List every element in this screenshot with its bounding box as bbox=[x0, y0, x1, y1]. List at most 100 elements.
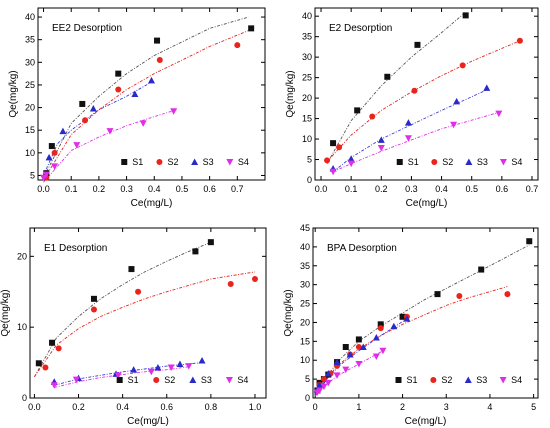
legend-marker-s2 bbox=[431, 159, 438, 165]
legend-label: S3 bbox=[477, 157, 488, 167]
legend-marker-s1 bbox=[396, 159, 403, 165]
legend-marker-s2 bbox=[153, 377, 160, 383]
chart-panel-2: 0.0 0.1 0.2 0.3 0.4 0.5 0.6 0.7 0 5 10 15 20 25 30 35 40… bbox=[285, 7, 539, 209]
x-tick-label: 0.0 bbox=[315, 184, 328, 194]
y-tick-label: 35 bbox=[300, 261, 310, 271]
data-point-s1 bbox=[355, 336, 362, 343]
data-point-s3 bbox=[404, 119, 412, 126]
legend-label: S4 bbox=[511, 157, 522, 167]
data-point-s1 bbox=[128, 266, 135, 273]
data-point-s2 bbox=[324, 157, 331, 164]
legend-marker-s4 bbox=[499, 159, 507, 166]
x-tick-label: 2 bbox=[400, 402, 405, 412]
y-tick-label: 40 bbox=[300, 242, 310, 252]
data-point-s4 bbox=[347, 160, 355, 168]
legend-marker-s2 bbox=[430, 377, 437, 383]
x-axis-label: Ce(mg/L) bbox=[406, 198, 448, 209]
chart-panel-4: 0 1 2 3 4 5051015202530354045Ce(mg/L)Qe(mg/kg… bbox=[283, 223, 539, 427]
x-tick-label: 0.7 bbox=[526, 184, 539, 194]
y-tick-label: 15 bbox=[300, 336, 310, 346]
y-tick-label: 10 bbox=[17, 322, 27, 332]
x-tick-label: 0.2 bbox=[375, 184, 388, 194]
x-tick-label: 0.6 bbox=[160, 402, 173, 412]
data-point-s3 bbox=[359, 343, 367, 350]
fit-curve-s1 bbox=[34, 241, 212, 378]
data-point-s3 bbox=[333, 358, 341, 366]
data-point-s2 bbox=[51, 149, 58, 156]
fit-curve-s1 bbox=[43, 16, 249, 178]
data-point-s4 bbox=[40, 174, 48, 182]
data-point-s1 bbox=[48, 143, 55, 150]
data-point-s1 bbox=[192, 248, 199, 255]
legend-label: S2 bbox=[441, 375, 452, 385]
chart-title: E2 Desorption bbox=[329, 23, 392, 34]
data-point-s4 bbox=[50, 382, 58, 389]
data-point-s4 bbox=[355, 361, 363, 368]
data-point-s4 bbox=[170, 108, 178, 115]
data-point-s4 bbox=[114, 372, 122, 379]
legend-marker-s2 bbox=[156, 159, 163, 165]
data-point-s3 bbox=[154, 364, 162, 371]
x-tick-label: 1 bbox=[356, 402, 361, 412]
x-axis-label: Ce(mg/L) bbox=[131, 198, 173, 209]
legend-marker-s1 bbox=[116, 377, 123, 383]
y-tick-label: 5 bbox=[307, 155, 312, 165]
data-point-s4 bbox=[185, 363, 193, 370]
plot-frame bbox=[314, 7, 539, 181]
data-point-s1 bbox=[354, 107, 361, 114]
x-tick-label: 0.6 bbox=[496, 184, 509, 194]
data-point-s1 bbox=[434, 291, 441, 298]
data-point-s2 bbox=[115, 86, 122, 93]
x-tick-label: 0.0 bbox=[37, 184, 50, 194]
legend-marker-s3 bbox=[189, 376, 197, 383]
data-point-s3 bbox=[403, 315, 411, 322]
y-axis-label: Qe(mg/kg) bbox=[283, 289, 294, 336]
data-point-s3 bbox=[346, 351, 354, 358]
fit-curve-s1 bbox=[314, 244, 530, 397]
y-tick-label: 20 bbox=[302, 93, 312, 103]
fit-curve-s4 bbox=[54, 366, 189, 388]
y-tick-label: 10 bbox=[300, 355, 310, 365]
x-tick-label: 0.5 bbox=[176, 184, 189, 194]
legend-label: S1 bbox=[128, 375, 139, 385]
y-tick-label: 0 bbox=[22, 393, 27, 403]
data-point-s3 bbox=[130, 366, 138, 373]
data-point-s2 bbox=[377, 325, 384, 332]
data-point-s2 bbox=[42, 364, 49, 371]
x-tick-label: 0.1 bbox=[345, 184, 358, 194]
fit-curve-s2 bbox=[43, 30, 249, 181]
data-point-s4 bbox=[495, 110, 503, 118]
x-tick-label: 0.4 bbox=[435, 184, 448, 194]
y-tick-label: 45 bbox=[300, 223, 310, 233]
data-point-s1 bbox=[384, 73, 391, 80]
data-point-s4 bbox=[73, 142, 81, 149]
y-tick-label: 20 bbox=[17, 251, 27, 261]
y-tick-label: 40 bbox=[302, 11, 312, 21]
data-point-s2 bbox=[369, 113, 376, 120]
x-tick-label: 0.2 bbox=[93, 184, 106, 194]
data-point-s1 bbox=[207, 239, 214, 246]
y-tick-label: 10 bbox=[302, 134, 312, 144]
data-point-s3 bbox=[347, 155, 355, 162]
y-axis-label: Qe(mg/kg) bbox=[8, 70, 19, 117]
data-point-s2 bbox=[90, 306, 97, 313]
x-tick-label: 0.4 bbox=[148, 184, 161, 194]
legend-label: S2 bbox=[442, 157, 453, 167]
fit-curve-s4 bbox=[332, 111, 499, 173]
x-tick-label: 3 bbox=[444, 402, 449, 412]
legend-label: S3 bbox=[201, 375, 212, 385]
y-tick-label: 25 bbox=[302, 73, 312, 83]
data-point-s4 bbox=[329, 168, 337, 176]
data-point-s3 bbox=[131, 90, 139, 97]
x-tick-label: 0.1 bbox=[65, 184, 78, 194]
fit-curve-s2 bbox=[326, 40, 521, 162]
legend-label: S1 bbox=[408, 157, 419, 167]
x-tick-label: 0.7 bbox=[231, 184, 244, 194]
data-point-s2 bbox=[459, 62, 466, 69]
fit-curve-s3 bbox=[332, 89, 487, 173]
x-tick-label: 5 bbox=[531, 402, 536, 412]
data-point-s4 bbox=[450, 121, 458, 129]
data-point-s1 bbox=[478, 266, 485, 273]
data-point-s1 bbox=[462, 12, 469, 19]
legend-marker-s1 bbox=[395, 377, 402, 383]
